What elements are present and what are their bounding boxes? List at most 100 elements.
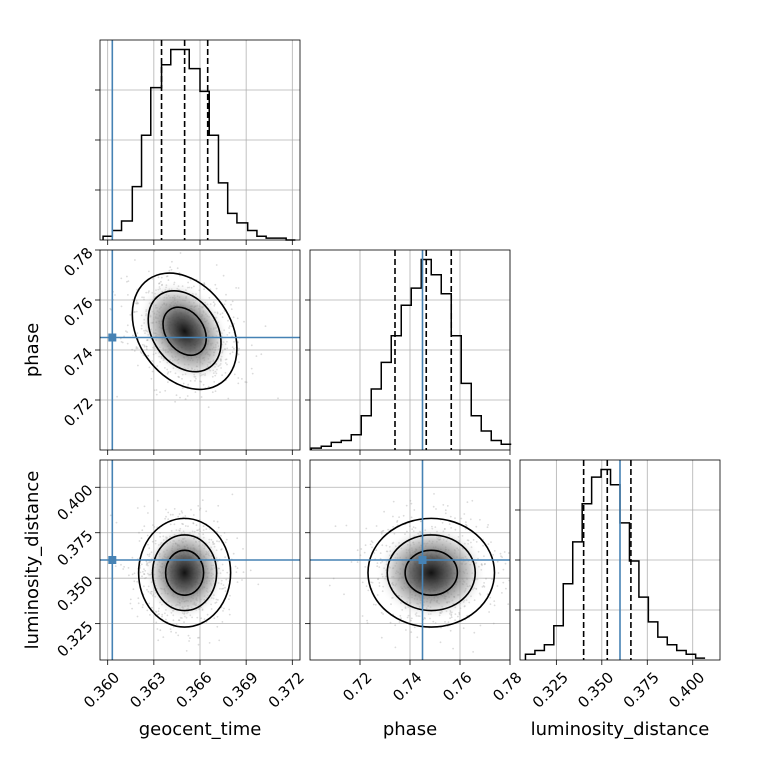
scatter-panel-luminosity-distance-vs-geocent-time-point-450	[175, 623, 178, 625]
scatter-panel-luminosity-distance-vs-phase-point-119	[513, 581, 515, 583]
xticklabel-geocent-time-0: 0.360	[80, 668, 123, 711]
scatter-panel-luminosity-distance-vs-geocent-time-point-451	[236, 537, 239, 540]
scatter-panel-luminosity-distance-vs-phase-point-10	[500, 555, 502, 557]
scatter-panel-luminosity-distance-vs-phase-point-133	[521, 603, 523, 605]
scatter-panel-luminosity-distance-vs-phase-point-835	[364, 566, 367, 568]
scatter-panel-phase-vs-geocent-time-point-723	[167, 279, 170, 281]
xlabel-luminosity-distance: luminosity_distance	[531, 719, 710, 740]
scatter-panel-phase-vs-geocent-time-point-535	[135, 299, 138, 302]
scatter-panel-luminosity-distance-vs-geocent-time-point-373	[139, 571, 142, 574]
scatter-panel-phase-vs-geocent-time-point-352	[189, 278, 192, 281]
scatter-panel-luminosity-distance-vs-geocent-time-point-12	[167, 511, 170, 514]
scatter-panel-luminosity-distance-vs-geocent-time-point-518	[224, 590, 227, 592]
scatter-panel-luminosity-distance-vs-geocent-time-point-399	[173, 523, 176, 526]
scatter-panel-luminosity-distance-vs-geocent-time-point-791	[224, 586, 226, 589]
scatter-panel-luminosity-distance-vs-geocent-time-point-280	[170, 630, 173, 633]
scatter-panel-phase-vs-geocent-time-point-280	[143, 344, 146, 347]
scatter-panel-phase-vs-geocent-time-point-343	[133, 311, 136, 313]
scatter-panel-luminosity-distance-vs-geocent-time-point-286	[192, 522, 195, 524]
scatter-panel-phase-vs-geocent-time-point-634	[120, 341, 123, 343]
scatter-panel-luminosity-distance-vs-phase-point-564	[382, 613, 384, 615]
scatter-panel-luminosity-distance-vs-phase-point-381	[380, 611, 383, 614]
scatter-panel-phase-vs-geocent-time-contour-middle	[147, 290, 222, 373]
scatter-panel-phase-vs-geocent-time-point-337	[126, 324, 129, 327]
scatter-panel-phase-vs-geocent-time-point-811	[135, 347, 138, 350]
scatter-panel-luminosity-distance-vs-phase-point-132	[410, 516, 413, 519]
scatter-panel-phase-vs-geocent-time-point-672	[132, 334, 134, 337]
hist-panel-geocent-time-histogram	[102, 48, 296, 241]
scatter-panel-phase-vs-geocent-time-point-217	[208, 296, 211, 299]
scatter-panel-phase-vs-geocent-time-point-426	[133, 350, 136, 352]
scatter-panel-luminosity-distance-vs-geocent-time-point-273	[136, 507, 139, 509]
xticklabel-luminosity-distance-0: 0.325	[529, 668, 572, 711]
scatter-panel-luminosity-distance-vs-phase-point-690	[450, 616, 453, 619]
scatter-panel-phase-vs-geocent-time-point-510	[134, 259, 136, 261]
scatter-panel-luminosity-distance-vs-phase-point-67	[486, 593, 489, 596]
scatter-panel-luminosity-distance-vs-geocent-time-point-846	[149, 614, 151, 616]
scatter-panel-luminosity-distance-vs-phase-point-513	[370, 540, 373, 543]
yticklabel-phase-3: 0.78	[60, 244, 96, 280]
scatter-panel-luminosity-distance-vs-phase-point-517	[410, 502, 413, 505]
scatter-panel-phase-vs-geocent-time-point-603	[137, 302, 140, 305]
scatter-panel-luminosity-distance-vs-geocent-time-point-503	[173, 508, 176, 510]
scatter-panel-phase-vs-geocent-time-point-452	[135, 302, 137, 305]
scatter-panel-phase-vs-geocent-time-point-746	[203, 282, 206, 284]
scatter-panel-luminosity-distance-vs-geocent-time-point-403	[143, 505, 146, 508]
scatter-panel-luminosity-distance-vs-geocent-time-point-112	[156, 628, 159, 630]
scatter-panel-luminosity-distance-vs-phase-point-214	[472, 539, 475, 541]
scatter-panel-luminosity-distance-vs-phase-point-623	[465, 524, 468, 527]
scatter-panel-phase-vs-geocent-time-point-189	[155, 389, 158, 391]
scatter-panel-luminosity-distance-vs-phase-point-352	[490, 541, 492, 543]
scatter-panel-phase-vs-geocent-time-point-557	[233, 373, 236, 376]
scatter-panel-luminosity-distance-vs-geocent-time-point-789	[232, 552, 235, 555]
scatter-panel-phase-vs-geocent-time-point-420	[126, 280, 128, 283]
scatter-panel-luminosity-distance-vs-phase-point-619	[505, 587, 507, 590]
scatter-panel-luminosity-distance-vs-phase-point-554	[444, 621, 446, 623]
scatter-panel-luminosity-distance-vs-geocent-time-point-600	[236, 581, 239, 583]
scatter-panel-phase-vs-geocent-time-point-116	[131, 299, 134, 301]
scatter-panel-luminosity-distance-vs-geocent-time-point-320	[151, 540, 154, 543]
scatter-panel-phase-vs-geocent-time-point-523	[184, 398, 187, 400]
scatter-panel-phase-vs-geocent-time-point-0	[222, 274, 225, 277]
scatter-panel-phase-vs-geocent-time-point-762	[131, 348, 134, 351]
scatter-panel-luminosity-distance-vs-geocent-time-point-828	[199, 507, 202, 510]
xticklabel-luminosity-distance-2: 0.375	[620, 668, 663, 711]
scatter-panel-luminosity-distance-vs-phase-point-71	[471, 499, 474, 502]
scatter-panel-phase-vs-geocent-time-point-772	[126, 275, 128, 278]
scatter-panel-luminosity-distance-vs-geocent-time-point-888	[185, 650, 188, 652]
scatter-panel-phase-vs-geocent-time-point-335	[186, 395, 189, 397]
ylabel-luminosity-distance: luminosity_distance	[22, 471, 43, 650]
scatter-panel-luminosity-distance-vs-phase-point-519	[491, 578, 493, 581]
scatter-panel-luminosity-distance-vs-phase-point-15	[435, 508, 437, 510]
scatter-panel-luminosity-distance-vs-phase-point-242	[389, 621, 392, 624]
scatter-panel-phase-vs-geocent-time-point-305	[127, 280, 130, 282]
scatter-panel-phase-vs-geocent-time-point-770	[200, 396, 203, 398]
xticklabel-luminosity-distance-3: 0.400	[665, 668, 708, 711]
scatter-panel-luminosity-distance-vs-geocent-time-point-364	[129, 598, 132, 601]
scatter-panel-luminosity-distance-vs-phase-point-785	[446, 505, 449, 507]
scatter-panel-luminosity-distance-vs-geocent-time-point-91	[129, 602, 132, 605]
scatter-panel-luminosity-distance-vs-phase-contour-middle	[386, 534, 477, 612]
scatter-panel-phase-vs-geocent-time-point-520	[136, 332, 139, 334]
scatter-panel-phase-vs-geocent-time-content	[100, 250, 300, 450]
scatter-panel-luminosity-distance-vs-geocent-time-point-647	[197, 636, 199, 639]
scatter-panel-luminosity-distance-vs-geocent-time-point-107	[192, 522, 195, 525]
scatter-panel-phase-vs-geocent-time-frame	[99, 249, 301, 451]
scatter-panel-phase-vs-geocent-time-point-386	[227, 397, 230, 400]
scatter-panel-phase-vs-geocent-time-point-357	[181, 387, 184, 389]
scatter-panel-phase-vs-geocent-time-point-74	[142, 343, 144, 346]
scatter-panel-phase-vs-geocent-time-point-543	[264, 325, 267, 328]
scatter-panel-phase-vs-geocent-time-point-192	[237, 341, 240, 344]
scatter-panel-luminosity-distance-vs-phase-point-510	[444, 512, 447, 515]
scatter-panel-phase-vs-geocent-time-point-82	[165, 275, 168, 278]
scatter-panel-luminosity-distance-vs-geocent-time-point-156	[169, 628, 172, 630]
scatter-panel-luminosity-distance-vs-geocent-time-point-416	[159, 629, 162, 632]
scatter-panel-phase-vs-geocent-time-point-751	[170, 268, 173, 271]
scatter-panel-luminosity-distance-vs-phase-point-148	[381, 544, 384, 547]
scatter-panel-luminosity-distance-vs-geocent-time-frame	[99, 459, 301, 661]
scatter-panel-luminosity-distance-vs-geocent-time-point-21	[165, 618, 167, 621]
scatter-panel-luminosity-distance-vs-phase-point-454	[465, 521, 467, 523]
scatter-panel-luminosity-distance-vs-phase-point-280	[375, 525, 378, 527]
scatter-panel-phase-vs-geocent-time-point-872	[125, 330, 127, 332]
scatter-panel-luminosity-distance-vs-phase-point-673	[502, 581, 505, 584]
